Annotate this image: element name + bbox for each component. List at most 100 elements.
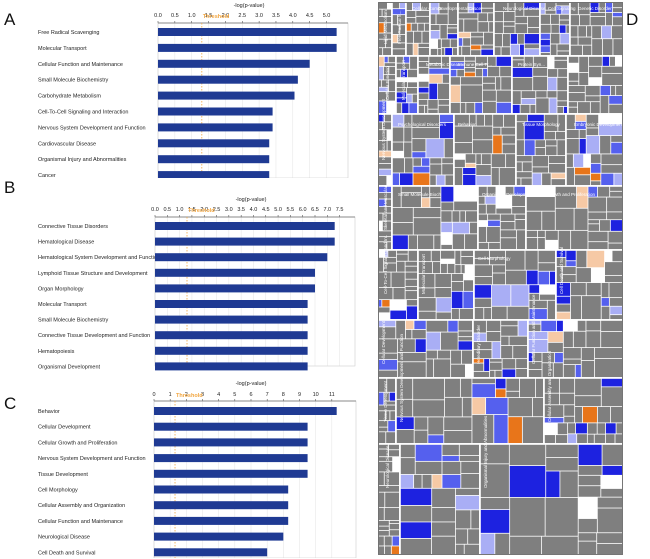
treemap-tile [570,45,583,56]
treemap-tile [414,430,428,444]
treemap-tile [546,471,560,498]
treemap-tile [612,2,623,8]
treemap-tile [392,158,405,173]
treemap-region-label: Hereditary Disorder [476,324,481,364]
treemap-tile [555,208,574,230]
treemap-tile [602,39,613,56]
treemap-tile [548,342,563,353]
treemap-tile [563,365,575,378]
treemap-tile [400,505,432,522]
treemap-tile [512,60,524,68]
treemap-tile [378,157,392,164]
treemap-tile [530,104,536,114]
treemap-tile [612,17,623,26]
treemap-tile [520,104,530,114]
treemap-tile [434,235,441,250]
treemap-tile [430,14,436,25]
treemap-tile [522,417,544,444]
treemap-tile [478,186,487,196]
treemap-tile [481,2,494,8]
treemap-tile [378,307,390,313]
treemap-tile [413,166,430,173]
treemap-tile [414,417,428,430]
treemap-tile [575,121,586,130]
treemap-tile [578,541,597,555]
treemap-tile [516,162,522,172]
treemap-tile [563,106,568,114]
treemap-tile [602,465,623,475]
chart-b-tick-label: 6.0 [299,207,307,213]
chart-c-bar [154,454,308,463]
chart-c-bar [154,407,337,415]
chart-b-tick-label: 2.0 [200,207,208,213]
treemap-tile [563,331,573,348]
treemap-tile [458,46,462,56]
treemap-tile [476,164,491,176]
treemap-tile [515,219,526,230]
treemap-tile [513,346,528,359]
treemap-tile [579,15,590,26]
treemap-tile [601,488,623,497]
treemap-tile [441,48,445,56]
treemap-tile [442,74,450,83]
treemap-tile [556,283,571,296]
treemap-tile [589,66,602,78]
treemap-tile [474,285,492,298]
treemap-tile [529,293,540,300]
treemap-tile [405,266,418,272]
treemap-tile [605,2,613,13]
treemap-tile [378,199,386,207]
treemap-tile [559,393,575,405]
chart-a-tick-label: 2.0 [222,13,230,19]
treemap-tile [444,139,454,158]
treemap-tile [516,178,521,186]
treemap-tile [535,147,546,156]
treemap-tile [378,449,389,457]
treemap-tile [396,429,414,444]
treemap-tile [542,211,555,230]
treemap-tile [510,536,542,555]
treemap-tile [532,397,544,417]
treemap-tile [545,230,558,240]
treemap-tile [602,73,623,86]
treemap-tile [544,405,564,418]
treemap-tile [586,135,600,154]
treemap-region-label: Cell Death and Survival [559,247,564,294]
treemap-tile [485,114,493,126]
treemap-region-label: Developmental Di... [438,6,477,11]
treemap-tile [413,173,430,186]
treemap-tile [442,461,461,475]
treemap-tile [575,365,581,378]
treemap-tile [612,250,623,262]
treemap-tile [441,202,454,211]
treemap-tile [586,128,599,136]
treemap-tile [385,39,392,48]
chart-a-tick-label: 1.5 [205,13,213,19]
treemap-tile [441,222,452,233]
treemap-tile [575,167,591,175]
treemap-tile [471,510,480,529]
treemap-tile [474,265,492,277]
treemap-tile [384,257,397,263]
treemap-tile [578,533,597,541]
chart-a-tick-label: 2.5 [238,13,246,19]
treemap-tile [409,103,418,114]
treemap-tile [378,485,400,492]
chart-c-title: -log(p-value) [236,381,267,387]
treemap-tile [594,434,606,444]
treemap-tile [454,126,472,143]
treemap-tile [516,122,524,140]
treemap-tile [558,69,568,77]
treemap-tile [442,444,459,456]
treemap-tile [568,81,579,86]
treemap-tile [478,226,487,242]
treemap-tile [378,33,392,39]
treemap-tile [399,2,406,9]
treemap-region-label: Lipid Metabolism [383,10,388,44]
treemap-tile [458,13,478,19]
treemap-tile [615,56,623,66]
chart-a-tick-label: 1.0 [188,13,196,19]
chart-a-bar [158,123,273,132]
treemap-tile [535,378,544,398]
treemap-tile [445,175,454,186]
